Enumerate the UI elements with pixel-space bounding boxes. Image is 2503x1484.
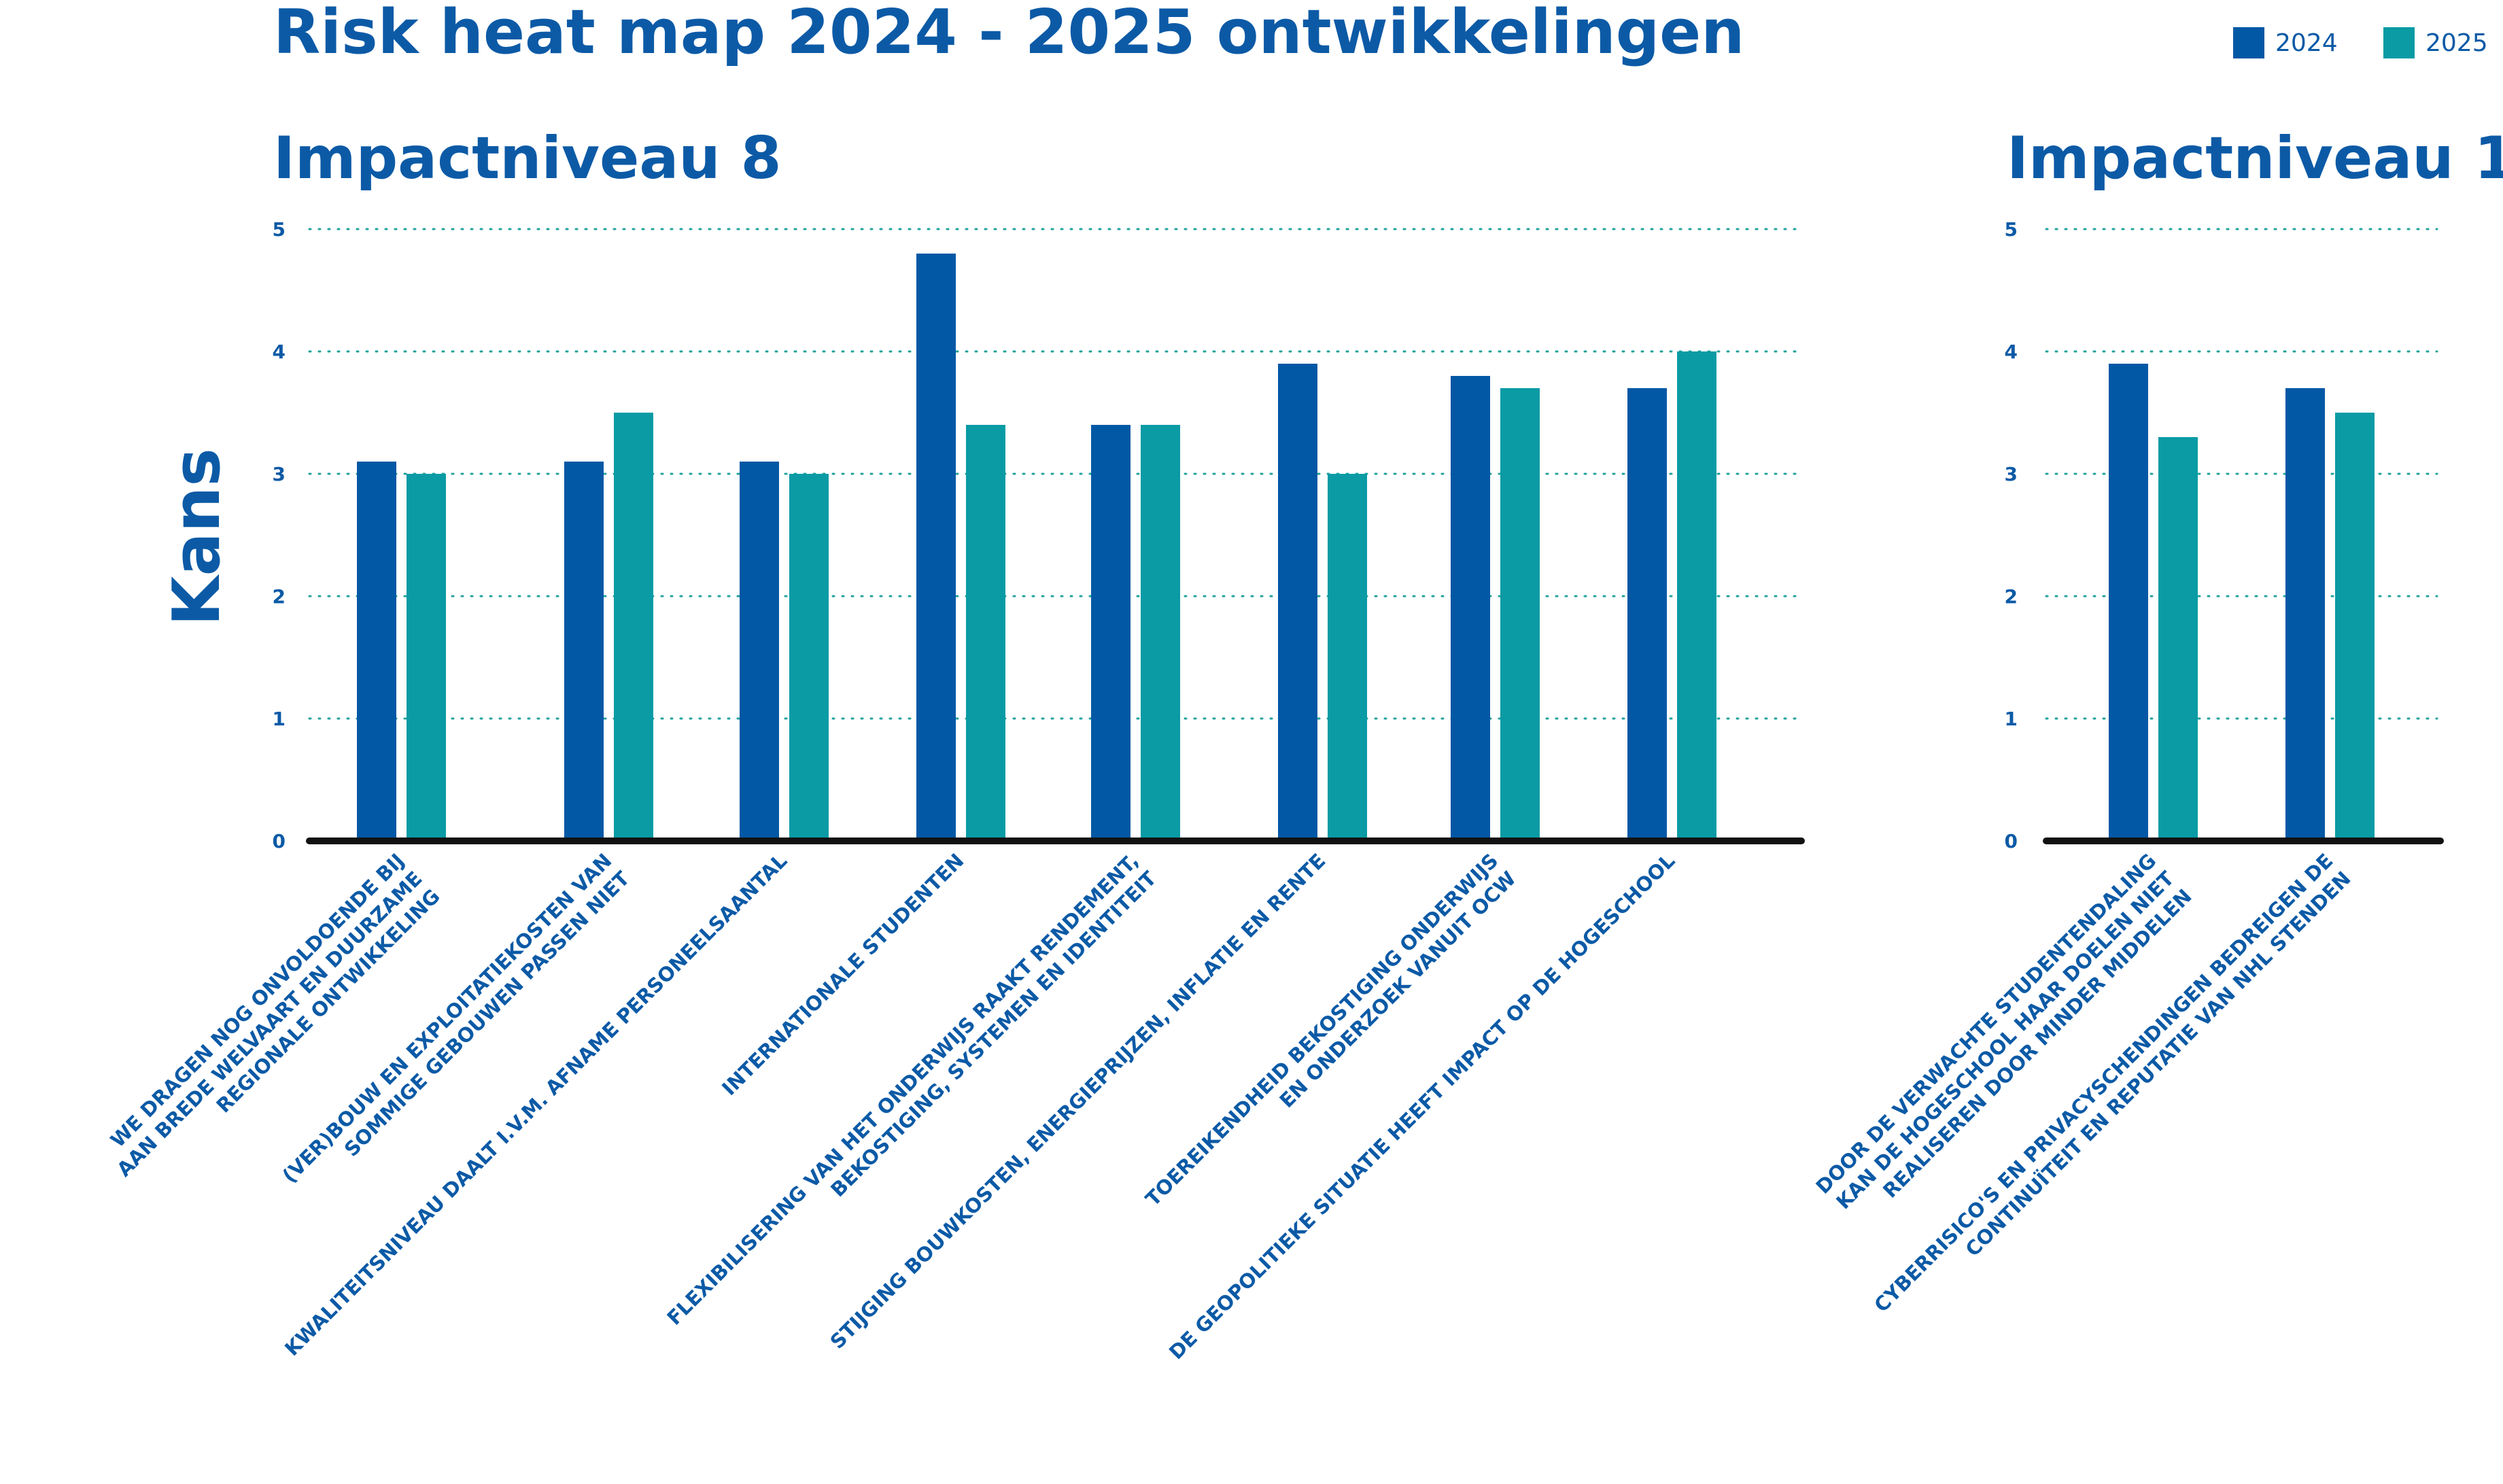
bar-2024-4 bbox=[916, 254, 956, 841]
y-axis-label: Kans bbox=[160, 448, 235, 626]
bar-2024-1 bbox=[357, 462, 396, 841]
bar-2025-1 bbox=[2158, 437, 2198, 841]
bar-2025-4 bbox=[966, 425, 1005, 841]
bar-2025-5 bbox=[1141, 425, 1180, 841]
bar-2025-6 bbox=[1328, 474, 1367, 841]
y-tick-label: 5 bbox=[273, 218, 286, 241]
legend-swatch-2025 bbox=[2383, 27, 2415, 58]
y-tick-label: 4 bbox=[2005, 341, 2018, 363]
bar-2024-2 bbox=[564, 462, 604, 841]
category-label-line: KAN DE HOGESCHOOL HAAR DOELEN NIET bbox=[1831, 867, 2178, 1213]
bar-2025-8 bbox=[1677, 351, 1716, 841]
bar-2024-1 bbox=[2109, 364, 2148, 841]
bar-2024-7 bbox=[1451, 376, 1490, 841]
y-tick-label: 3 bbox=[2005, 463, 2018, 485]
main-title: Risk heat map 2024 - 2025 ontwikkelingen bbox=[273, 0, 1744, 68]
bar-2024-5 bbox=[1091, 425, 1130, 841]
panel-title: Impactniveau 8 bbox=[273, 124, 781, 192]
legend-label-2024: 2024 bbox=[2275, 29, 2338, 57]
bar-2025-2 bbox=[2335, 413, 2375, 841]
y-tick-label: 0 bbox=[2005, 830, 2018, 852]
y-tick-label: 2 bbox=[273, 585, 286, 608]
y-tick-label: 5 bbox=[2005, 218, 2018, 241]
y-tick-label: 0 bbox=[273, 830, 286, 852]
y-tick-label: 3 bbox=[273, 463, 286, 485]
y-tick-label: 4 bbox=[273, 341, 286, 363]
bar-2024-3 bbox=[740, 462, 779, 841]
category-label: (VER)BOUW EN EXPLOITATIEKOSTEN VANSOMMIG… bbox=[278, 849, 634, 1188]
category-label-line: TOEREIKENDHEID BEKOSTIGING ONDERWIJS bbox=[1141, 849, 1502, 1211]
category-label-line: EN ONDERZOEK VANUIT OCW bbox=[1275, 867, 1520, 1112]
panel-title: Impactniveau 16 bbox=[2007, 124, 2503, 192]
bar-2024-8 bbox=[1627, 388, 1667, 841]
legend-label-2025: 2025 bbox=[2426, 29, 2488, 57]
category-label-line: (VER)BOUW EN EXPLOITATIEKOSTEN VAN bbox=[278, 849, 617, 1188]
bar-2024-6 bbox=[1278, 364, 1317, 841]
bar-2025-7 bbox=[1500, 388, 1540, 841]
bar-2024-2 bbox=[2285, 388, 2325, 841]
legend: 2024 2025 bbox=[2233, 27, 2488, 58]
y-tick-label: 1 bbox=[273, 708, 286, 730]
y-tick-label: 1 bbox=[2005, 708, 2018, 730]
panel-1: Impactniveau 8 0 1 2 3 4 5 WE DRAGEN NOG ONVOLD… bbox=[106, 124, 1805, 1364]
category-label-line: BEKOSTIGING, SYSTEMEN EN IDENTITEIT bbox=[826, 867, 1160, 1201]
category-label-line: DOOR DE VERWACHTE STUDENTENDALING bbox=[1812, 849, 2161, 1198]
bar-2025-1 bbox=[407, 474, 446, 841]
bar-2025-3 bbox=[789, 474, 829, 841]
legend-swatch-2024 bbox=[2233, 27, 2264, 58]
bar-2025-2 bbox=[614, 413, 653, 841]
panel-2: Impactniveau 16 0 1 2 3 4 5 DOOR DE VERWACHTE S… bbox=[1812, 124, 2503, 1317]
y-tick-label: 2 bbox=[2005, 585, 2018, 608]
